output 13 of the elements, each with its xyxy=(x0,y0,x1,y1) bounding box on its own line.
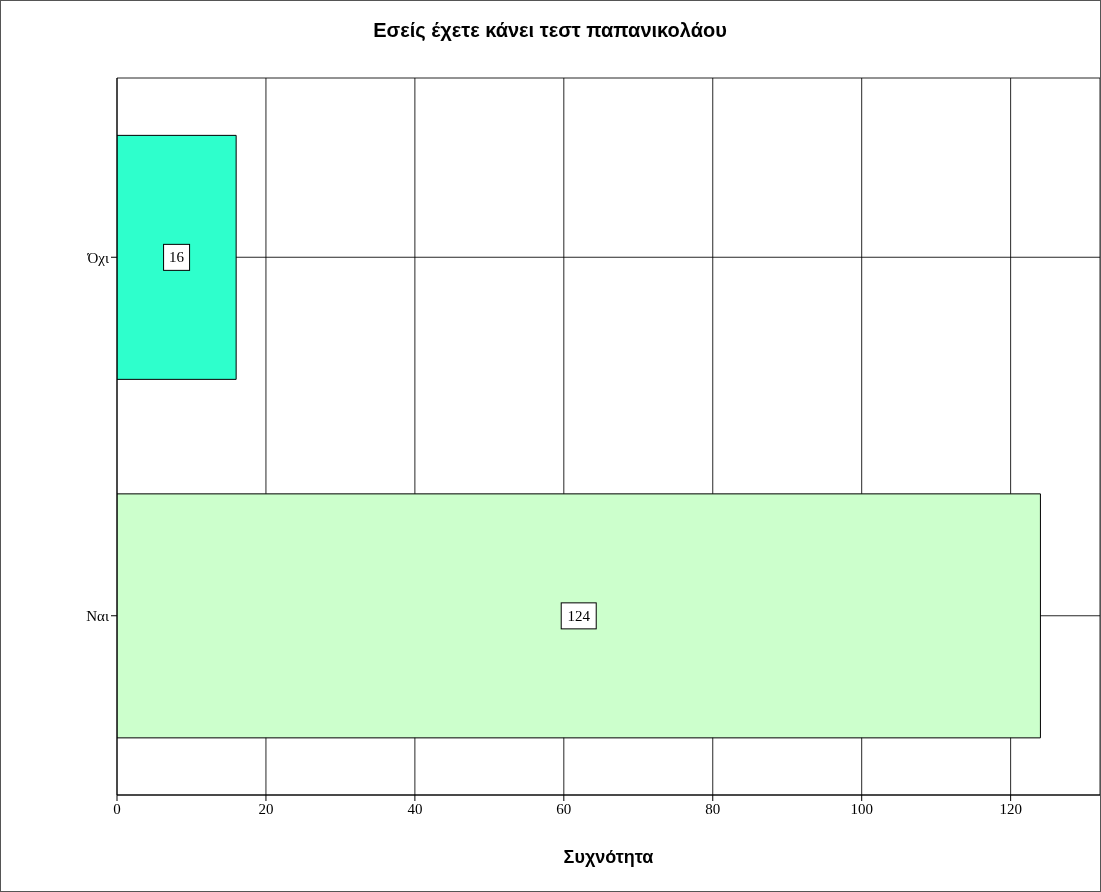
x-tick-label: 0 xyxy=(113,800,121,817)
y-tick-label: Όχι xyxy=(86,249,109,266)
x-tick-label: 120 xyxy=(999,800,1022,817)
x-tick-label: 40 xyxy=(407,800,423,817)
chart-title: Εσείς έχετε κάνει τεστ παπανικολάου xyxy=(373,19,727,41)
data-label: 16 xyxy=(169,249,185,266)
x-axis-title: Συχνότητα xyxy=(563,847,654,867)
y-tick-label: Ναι xyxy=(86,608,109,625)
data-label: 124 xyxy=(567,607,591,624)
x-tick-label: 20 xyxy=(258,800,274,817)
x-tick-label: 100 xyxy=(850,800,873,817)
x-tick-label: 60 xyxy=(556,800,572,817)
x-tick-label: 80 xyxy=(705,800,721,817)
